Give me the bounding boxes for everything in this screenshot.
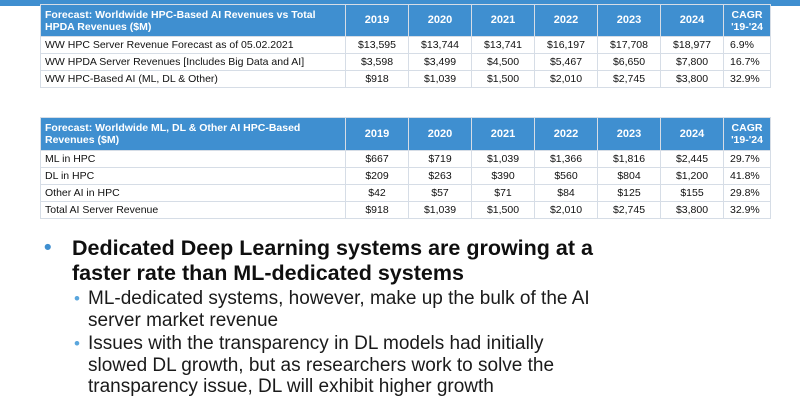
value-cell: $804 — [597, 167, 661, 185]
cagr-cell: 41.8% — [723, 167, 771, 185]
table-row: WW HPC Server Revenue Forecast as of 05.… — [40, 36, 771, 54]
value-cell: $1,816 — [597, 150, 661, 168]
value-cell: $2,445 — [660, 150, 724, 168]
value-cell: $5,467 — [534, 53, 598, 71]
bullet-marker: • — [44, 235, 52, 259]
cagr-cell: 32.9% — [723, 70, 771, 88]
bullet-line: transparency issue, DL will exhibit high… — [88, 376, 494, 397]
value-cell: $57 — [408, 184, 472, 202]
table-row: WW HPC-Based AI (ML, DL & Other) $918 $1… — [40, 70, 771, 88]
value-cell: $17,708 — [597, 36, 661, 54]
value-cell: $667 — [345, 150, 409, 168]
value-cell: $560 — [534, 167, 598, 185]
bullet-line: Issues with the transparency in DL model… — [88, 333, 544, 354]
bullet-line: Dedicated Deep Learning systems are grow… — [72, 236, 593, 260]
year-header: 2023 — [597, 117, 661, 151]
value-cell: $1,366 — [534, 150, 598, 168]
value-cell: $1,500 — [471, 70, 535, 88]
value-cell: $4,500 — [471, 53, 535, 71]
value-cell: $7,800 — [660, 53, 724, 71]
year-header: 2024 — [660, 117, 724, 151]
year-header: 2020 — [408, 4, 472, 37]
hpc-ai-revenue-table: Forecast: Worldwide HPC-Based AI Revenue… — [40, 4, 771, 88]
year-header: 2019 — [345, 4, 409, 37]
value-cell: $918 — [345, 201, 409, 219]
value-cell: $1,039 — [471, 150, 535, 168]
value-cell: $3,800 — [660, 70, 724, 88]
year-header: 2019 — [345, 117, 409, 151]
year-header: 2022 — [534, 4, 598, 37]
value-cell: $3,800 — [660, 201, 724, 219]
value-cell: $42 — [345, 184, 409, 202]
value-cell: $2,745 — [597, 70, 661, 88]
value-cell: $13,741 — [471, 36, 535, 54]
cagr-header: CAGR '19-'24 — [723, 4, 771, 37]
value-cell: $13,744 — [408, 36, 472, 54]
year-header: 2022 — [534, 117, 598, 151]
sub-bullet: • Issues with the transparency in DL mod… — [40, 333, 800, 398]
cagr-cell: 16.7% — [723, 53, 771, 71]
value-cell: $18,977 — [660, 36, 724, 54]
year-header: 2024 — [660, 4, 724, 37]
year-header: 2023 — [597, 4, 661, 37]
bullet-line: server market revenue — [88, 309, 279, 331]
value-cell: $1,500 — [471, 201, 535, 219]
value-cell: $84 — [534, 184, 598, 202]
table-title: Forecast: Worldwide HPC-Based AI Revenue… — [40, 4, 346, 37]
main-bullet: • Dedicated Deep Learning systems are gr… — [40, 235, 800, 286]
row-label: WW HPC Server Revenue Forecast as of 05.… — [40, 36, 346, 54]
table-row: Total AI Server Revenue $918 $1,039 $1,5… — [40, 201, 771, 219]
value-cell: $6,650 — [597, 53, 661, 71]
table-header-row: Forecast: Worldwide ML, DL & Other AI HP… — [40, 117, 771, 151]
value-cell: $719 — [408, 150, 472, 168]
bullet-line: faster rate than ML-dedicated systems — [72, 261, 464, 285]
value-cell: $1,200 — [660, 167, 724, 185]
sub-bullet-marker: • — [74, 289, 80, 308]
row-label: WW HPC-Based AI (ML, DL & Other) — [40, 70, 346, 88]
cagr-cell: 29.7% — [723, 150, 771, 168]
value-cell: $13,595 — [345, 36, 409, 54]
cagr-cell: 29.8% — [723, 184, 771, 202]
year-header: 2020 — [408, 117, 472, 151]
row-label: Other AI in HPC — [40, 184, 346, 202]
value-cell: $16,197 — [534, 36, 598, 54]
value-cell: $1,039 — [408, 201, 472, 219]
cagr-cell: 6.9% — [723, 36, 771, 54]
sub-bullet-marker: • — [74, 334, 80, 353]
value-cell: $390 — [471, 167, 535, 185]
value-cell: $125 — [597, 184, 661, 202]
year-header: 2021 — [471, 117, 535, 151]
table-header-row: Forecast: Worldwide HPC-Based AI Revenue… — [40, 4, 771, 37]
bullet-line: ML-dedicated systems, however, make up t… — [88, 288, 590, 309]
value-cell: $1,039 — [408, 70, 472, 88]
value-cell: $2,745 — [597, 201, 661, 219]
sub-bullet: • ML-dedicated systems, however, make up… — [40, 288, 800, 331]
cagr-header: CAGR '19-'24 — [723, 117, 771, 151]
value-cell: $2,010 — [534, 70, 598, 88]
row-label: ML in HPC — [40, 150, 346, 168]
table-row: ML in HPC $667 $719 $1,039 $1,366 $1,816… — [40, 150, 771, 168]
table-row: DL in HPC $209 $263 $390 $560 $804 $1,20… — [40, 167, 771, 185]
bullet-list: • Dedicated Deep Learning systems are gr… — [40, 235, 800, 398]
value-cell: $3,598 — [345, 53, 409, 71]
row-label: WW HPDA Server Revenues [Includes Big Da… — [40, 53, 346, 71]
value-cell: $71 — [471, 184, 535, 202]
value-cell: $209 — [345, 167, 409, 185]
table-row: WW HPDA Server Revenues [Includes Big Da… — [40, 53, 771, 71]
table-title: Forecast: Worldwide ML, DL & Other AI HP… — [40, 117, 346, 151]
table-row: Other AI in HPC $42 $57 $71 $84 $125 $15… — [40, 184, 771, 202]
bullet-line: slowed DL growth, but as researchers wor… — [88, 354, 555, 376]
value-cell: $918 — [345, 70, 409, 88]
row-label: DL in HPC — [40, 167, 346, 185]
top-accent-strip — [0, 0, 800, 6]
cagr-cell: 32.9% — [723, 201, 771, 219]
ml-dl-revenue-table: Forecast: Worldwide ML, DL & Other AI HP… — [40, 117, 771, 219]
row-label: Total AI Server Revenue — [40, 201, 346, 219]
value-cell: $2,010 — [534, 201, 598, 219]
year-header: 2021 — [471, 4, 535, 37]
value-cell: $3,499 — [408, 53, 472, 71]
value-cell: $155 — [660, 184, 724, 202]
value-cell: $263 — [408, 167, 472, 185]
